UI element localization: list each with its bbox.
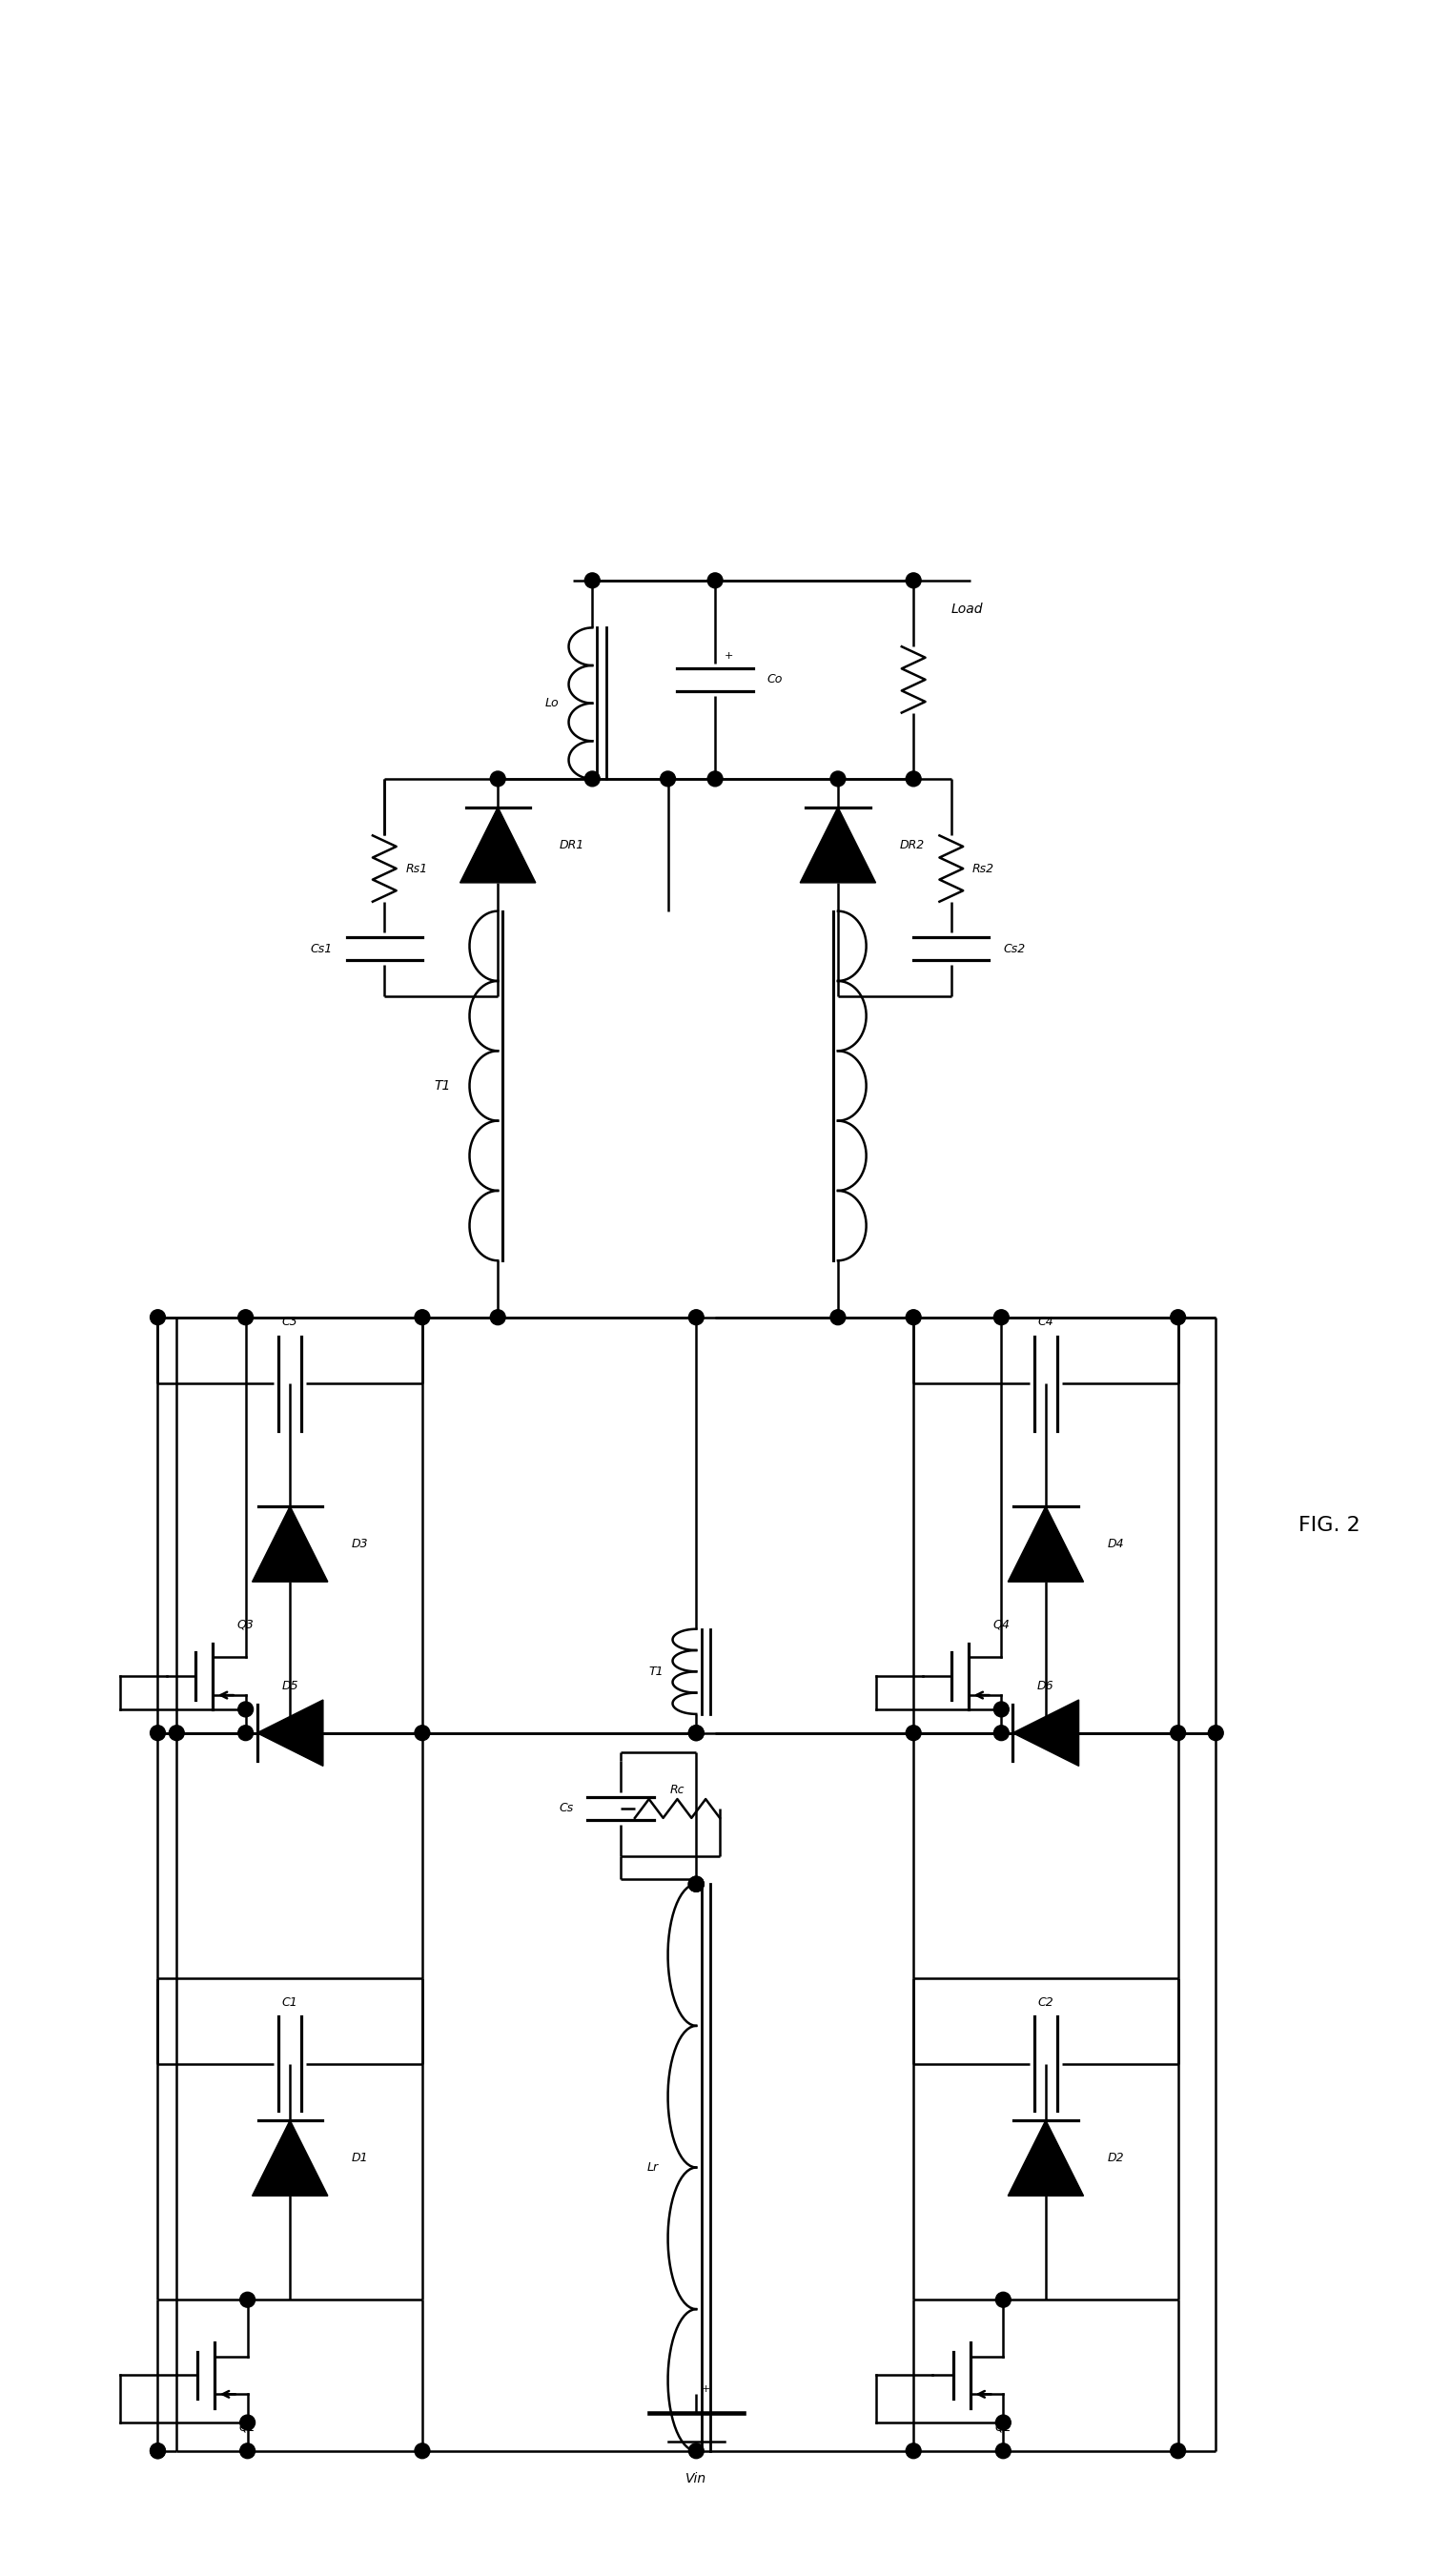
Circle shape [689, 1726, 704, 1741]
Circle shape [689, 1875, 704, 1891]
Circle shape [689, 1309, 704, 1324]
Text: Cs2: Cs2 [1003, 943, 1026, 956]
Circle shape [151, 1309, 165, 1324]
Circle shape [994, 1309, 1008, 1324]
Circle shape [905, 572, 921, 587]
Text: C1: C1 [281, 1996, 297, 2009]
Text: D5: D5 [281, 1680, 299, 1692]
Circle shape [490, 770, 505, 786]
Circle shape [830, 1309, 846, 1324]
Circle shape [151, 1726, 165, 1741]
Circle shape [415, 1309, 429, 1324]
Text: Cs1: Cs1 [311, 943, 332, 956]
Circle shape [708, 770, 723, 786]
Circle shape [1171, 2442, 1185, 2458]
Text: T1: T1 [434, 1079, 451, 1092]
Polygon shape [252, 1507, 328, 1582]
Circle shape [994, 1726, 1008, 1741]
Circle shape [239, 2293, 255, 2308]
Text: C3: C3 [281, 1316, 297, 1329]
Text: Vin: Vin [686, 2473, 707, 2486]
Circle shape [905, 1726, 921, 1741]
Polygon shape [1008, 1507, 1084, 1582]
Text: Lr: Lr [647, 2161, 659, 2174]
Circle shape [151, 2442, 165, 2458]
Text: DR2: DR2 [900, 840, 924, 850]
Circle shape [830, 770, 846, 786]
Text: Rs2: Rs2 [972, 863, 994, 876]
Text: Load: Load [952, 603, 984, 616]
Circle shape [238, 1726, 252, 1741]
Circle shape [708, 572, 723, 587]
Circle shape [994, 1703, 1008, 1716]
Polygon shape [460, 806, 535, 884]
Circle shape [238, 1703, 252, 1716]
Text: +: + [726, 652, 734, 662]
Text: DR1: DR1 [559, 840, 585, 850]
Circle shape [585, 572, 599, 587]
Text: D3: D3 [351, 1538, 369, 1551]
Circle shape [995, 2293, 1011, 2308]
Circle shape [905, 770, 921, 786]
Circle shape [689, 1875, 704, 1891]
Text: Rs1: Rs1 [406, 863, 428, 876]
Circle shape [995, 2442, 1011, 2458]
Text: T1: T1 [649, 1664, 663, 1677]
Polygon shape [252, 2120, 328, 2195]
Text: Lo: Lo [546, 698, 559, 708]
Circle shape [689, 1875, 704, 1891]
Circle shape [995, 2414, 1011, 2429]
Circle shape [689, 1726, 704, 1741]
Circle shape [1209, 1726, 1223, 1741]
Circle shape [239, 2442, 255, 2458]
Text: Cs: Cs [559, 1803, 573, 1814]
Circle shape [415, 2442, 429, 2458]
Circle shape [905, 2442, 921, 2458]
Polygon shape [800, 806, 876, 884]
Circle shape [238, 1309, 252, 1324]
Text: Q2: Q2 [995, 2421, 1011, 2434]
Circle shape [151, 2442, 165, 2458]
Circle shape [490, 1309, 505, 1324]
Circle shape [415, 1726, 429, 1741]
Text: +: + [701, 2385, 710, 2393]
Polygon shape [1013, 1700, 1078, 1767]
Text: Q1: Q1 [239, 2421, 255, 2434]
Text: D1: D1 [351, 2151, 369, 2164]
Circle shape [905, 1309, 921, 1324]
Text: C2: C2 [1037, 1996, 1053, 2009]
Polygon shape [1008, 2120, 1084, 2195]
Text: Q3: Q3 [237, 1618, 254, 1631]
Text: FIG. 2: FIG. 2 [1299, 1515, 1360, 1535]
Circle shape [1171, 1726, 1185, 1741]
Text: D6: D6 [1037, 1680, 1053, 1692]
Text: C4: C4 [1037, 1316, 1053, 1329]
Circle shape [170, 1726, 184, 1741]
Circle shape [689, 2442, 704, 2458]
Text: Co: Co [768, 672, 782, 685]
Circle shape [660, 770, 675, 786]
Polygon shape [257, 1700, 324, 1767]
Text: Rc: Rc [670, 1783, 685, 1795]
Circle shape [239, 2414, 255, 2429]
Text: Q4: Q4 [992, 1618, 1010, 1631]
Circle shape [585, 770, 599, 786]
Text: D4: D4 [1107, 1538, 1125, 1551]
Circle shape [1171, 1309, 1185, 1324]
Text: D2: D2 [1107, 2151, 1125, 2164]
